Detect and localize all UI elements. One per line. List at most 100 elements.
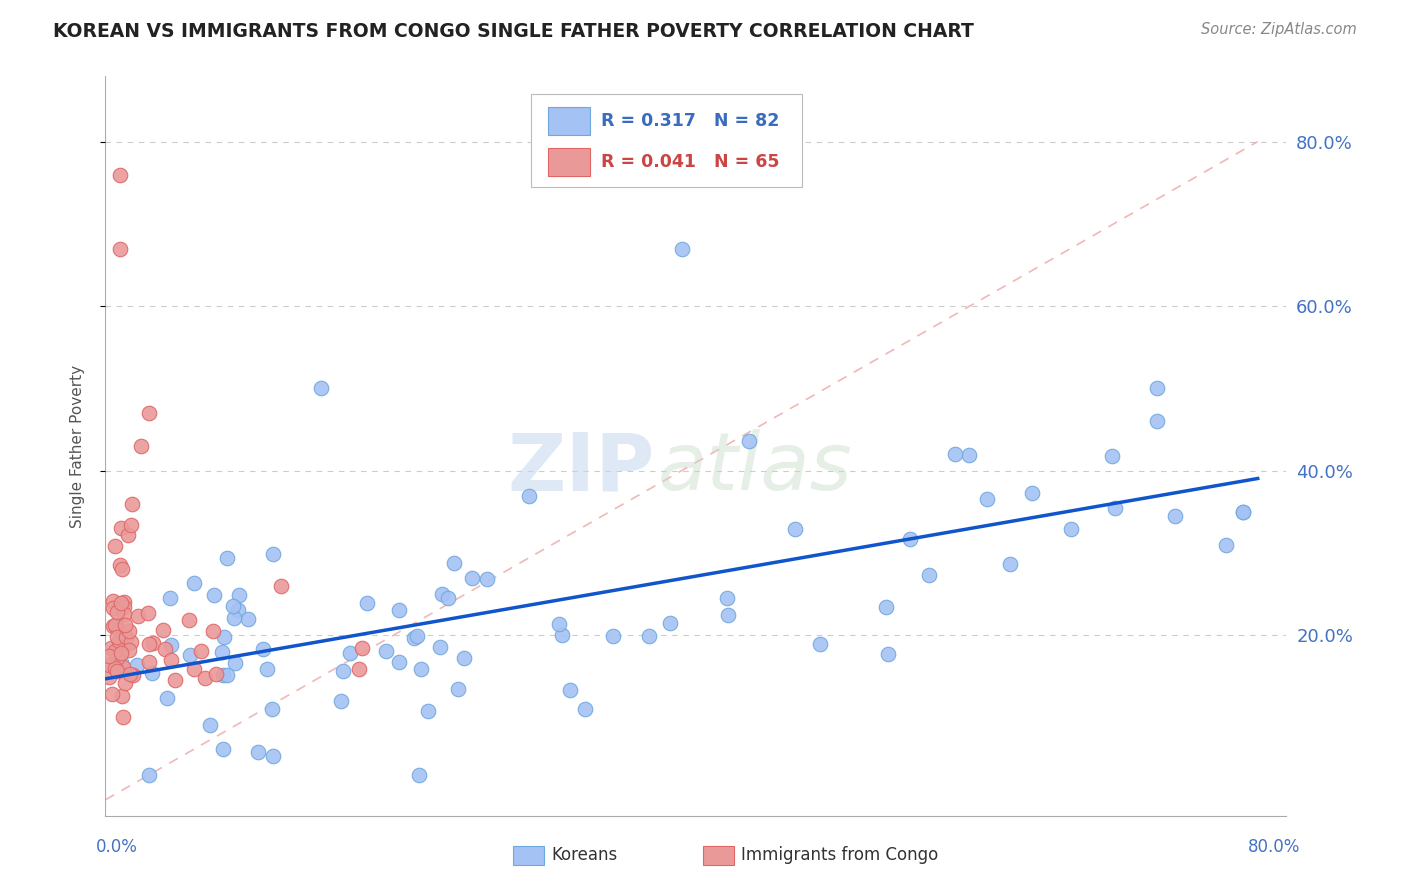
Point — [375, 644, 398, 658]
Point — [105, 605, 128, 619]
Point — [104, 540, 127, 554]
Point — [108, 168, 131, 182]
Text: R = 0.317   N = 82: R = 0.317 N = 82 — [602, 112, 780, 130]
Point — [138, 607, 160, 621]
Point — [416, 704, 439, 718]
Point — [388, 655, 411, 669]
Point — [262, 749, 284, 764]
Point — [475, 573, 498, 587]
Point — [877, 647, 900, 661]
Point — [98, 649, 121, 664]
Point — [356, 596, 378, 610]
Point — [1104, 501, 1126, 516]
Point — [120, 517, 142, 532]
Point — [228, 588, 250, 602]
Point — [138, 768, 160, 782]
Point — [222, 599, 245, 613]
Text: Source: ZipAtlas.com: Source: ZipAtlas.com — [1201, 22, 1357, 37]
Point — [1101, 449, 1123, 463]
Point — [262, 702, 284, 716]
Point — [142, 636, 165, 650]
Point — [131, 439, 153, 453]
Point — [453, 650, 475, 665]
Point — [112, 600, 135, 615]
Point — [110, 646, 132, 660]
Point — [404, 631, 426, 645]
Point — [159, 591, 181, 606]
Point — [120, 634, 142, 648]
Point — [429, 640, 451, 655]
Point — [602, 629, 624, 643]
Point — [112, 710, 135, 724]
Point — [108, 558, 131, 573]
Point — [105, 664, 128, 678]
Point — [179, 613, 201, 627]
Point — [153, 642, 176, 657]
Point — [638, 629, 661, 643]
Point — [138, 655, 160, 669]
Point — [105, 630, 128, 644]
Point — [110, 655, 132, 669]
Point — [112, 595, 135, 609]
Point — [311, 381, 333, 395]
Text: KOREAN VS IMMIGRANTS FROM CONGO SINGLE FATHER POVERTY CORRELATION CHART: KOREAN VS IMMIGRANTS FROM CONGO SINGLE F… — [53, 22, 974, 41]
Point — [215, 668, 238, 682]
Point — [330, 694, 353, 708]
Point — [332, 664, 354, 678]
Point — [430, 587, 453, 601]
Point — [717, 608, 740, 623]
Point — [808, 637, 831, 651]
Point — [114, 675, 136, 690]
Point — [105, 650, 128, 665]
Point — [202, 588, 225, 602]
Point — [224, 656, 246, 670]
Point — [97, 670, 120, 684]
Point — [111, 660, 134, 674]
Point — [350, 640, 373, 655]
Point — [97, 658, 120, 673]
Point — [194, 671, 217, 685]
Point — [574, 702, 596, 716]
Point — [976, 492, 998, 507]
Point — [112, 607, 135, 621]
Y-axis label: Single Father Poverty: Single Father Poverty — [70, 365, 84, 527]
Point — [190, 644, 212, 658]
Point — [141, 665, 163, 680]
Point — [105, 619, 128, 633]
Point — [226, 603, 249, 617]
Point — [104, 661, 127, 675]
Point — [716, 591, 738, 606]
Point — [114, 618, 136, 632]
Point — [443, 557, 465, 571]
Point — [117, 528, 139, 542]
Point — [236, 612, 259, 626]
Point — [156, 691, 179, 706]
Point — [152, 623, 174, 637]
Point — [101, 600, 124, 615]
Point — [409, 662, 432, 676]
Point — [256, 662, 278, 676]
Point — [125, 657, 148, 672]
Text: R = 0.041   N = 65: R = 0.041 N = 65 — [602, 153, 780, 170]
Point — [110, 521, 132, 535]
Point — [101, 594, 124, 608]
Point — [1164, 508, 1187, 523]
Point — [198, 717, 221, 731]
Point — [217, 551, 239, 566]
Point — [201, 624, 224, 639]
Point — [118, 667, 141, 681]
Point — [408, 768, 430, 782]
Point — [211, 645, 233, 659]
Point — [108, 242, 131, 256]
Point — [111, 689, 134, 703]
Point — [117, 624, 139, 638]
FancyBboxPatch shape — [530, 95, 803, 187]
Point — [212, 667, 235, 681]
Point — [270, 578, 292, 592]
Point — [138, 637, 160, 651]
Point — [101, 687, 124, 701]
Point — [110, 596, 132, 610]
Point — [898, 532, 921, 546]
Point — [446, 682, 468, 697]
Point — [405, 629, 427, 643]
